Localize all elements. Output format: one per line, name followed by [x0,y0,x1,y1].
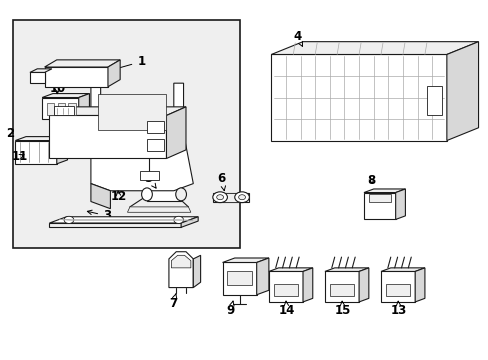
Polygon shape [395,189,405,220]
Text: 10: 10 [49,82,65,95]
Polygon shape [91,184,110,209]
Polygon shape [256,258,268,295]
Polygon shape [271,54,446,140]
Circle shape [216,195,223,200]
Text: 3: 3 [87,210,111,222]
Circle shape [173,216,183,224]
Text: 4: 4 [293,30,302,46]
Polygon shape [147,188,181,201]
Polygon shape [446,42,478,140]
Polygon shape [49,107,185,116]
Polygon shape [44,60,120,67]
Polygon shape [79,94,89,119]
Text: 13: 13 [390,301,406,318]
Ellipse shape [175,188,186,201]
Polygon shape [325,268,368,271]
Circle shape [212,192,227,203]
Polygon shape [222,262,256,295]
Text: 7: 7 [168,294,177,310]
Bar [54,107,74,116]
Polygon shape [212,193,249,202]
Text: 1: 1 [106,55,145,72]
Polygon shape [42,94,89,98]
Bar [147,121,163,134]
Polygon shape [268,268,312,271]
Polygon shape [168,252,193,288]
Polygon shape [363,193,395,220]
Polygon shape [98,94,166,130]
Bar [47,103,54,116]
Polygon shape [49,116,166,158]
Bar [68,103,76,116]
Text: 9: 9 [226,301,234,318]
Polygon shape [91,83,183,140]
Polygon shape [358,268,368,302]
Circle shape [238,195,245,200]
Polygon shape [303,268,312,302]
Polygon shape [42,98,79,119]
Text: 2: 2 [6,127,15,140]
Bar [222,193,239,202]
Polygon shape [91,134,193,191]
Text: 12: 12 [110,190,126,203]
Polygon shape [268,271,303,302]
Polygon shape [380,268,424,271]
Polygon shape [193,255,200,288]
Polygon shape [127,207,190,212]
Polygon shape [271,42,478,54]
Polygon shape [325,271,358,302]
Polygon shape [30,72,44,83]
Text: 6: 6 [217,172,225,191]
Circle shape [64,216,74,224]
Text: 11: 11 [11,150,28,163]
Polygon shape [181,217,198,227]
Ellipse shape [142,188,152,201]
Polygon shape [49,223,181,227]
Bar [273,284,298,296]
Polygon shape [49,217,198,223]
Polygon shape [363,189,405,193]
Text: 8: 8 [366,174,375,186]
Polygon shape [222,258,268,262]
Polygon shape [414,268,424,302]
Bar [385,284,409,296]
Polygon shape [380,271,414,302]
Text: 5: 5 [144,172,156,188]
Bar [227,271,251,285]
Bar [147,139,163,151]
Polygon shape [171,255,190,268]
Bar [58,103,65,116]
Polygon shape [108,60,120,87]
Polygon shape [30,69,52,72]
Polygon shape [15,140,57,164]
Bar [140,171,159,180]
Text: 14: 14 [278,301,294,318]
Bar [329,284,353,296]
Text: 15: 15 [334,301,350,318]
Bar [13,21,239,248]
Polygon shape [44,67,108,87]
Bar [427,86,441,115]
Polygon shape [166,107,185,158]
Circle shape [234,192,249,203]
Bar [368,194,390,202]
Polygon shape [15,136,67,140]
Polygon shape [57,136,67,164]
